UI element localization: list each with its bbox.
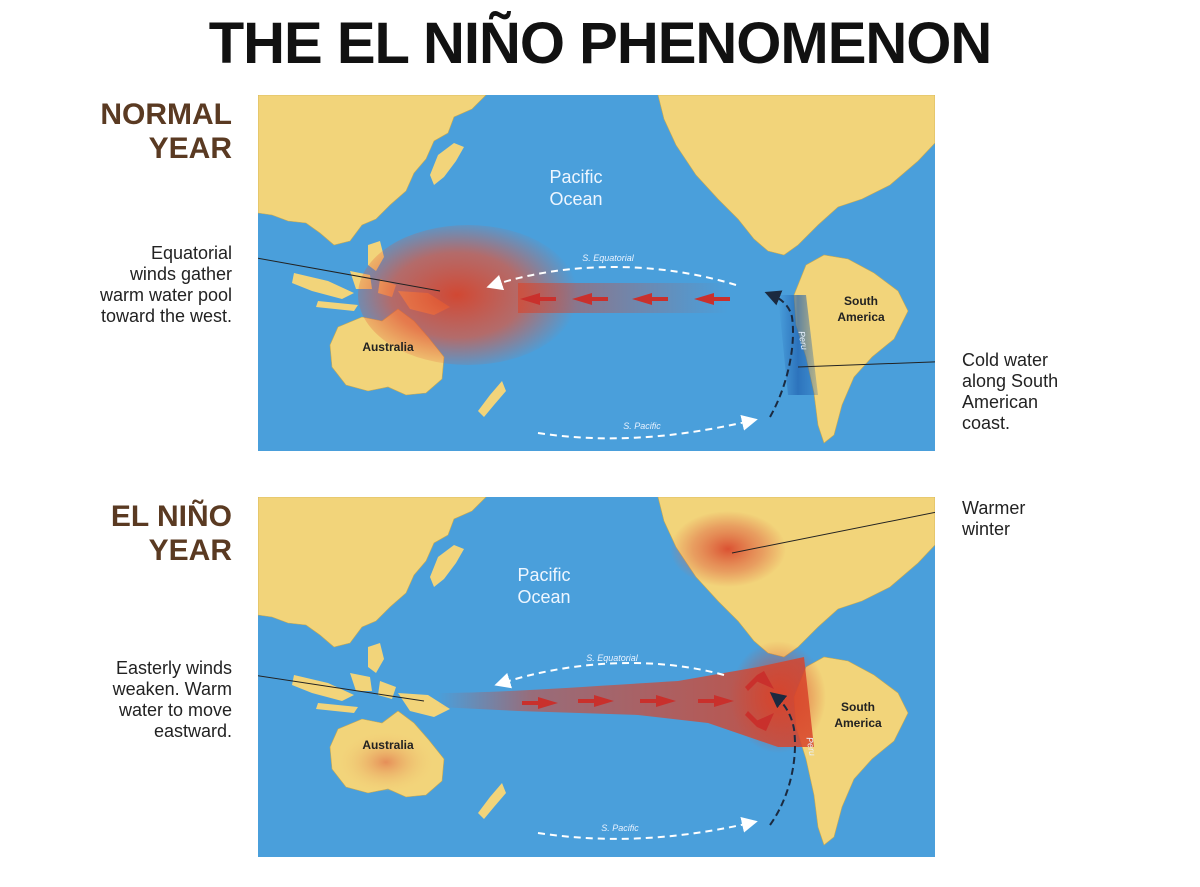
japan-island <box>430 143 464 185</box>
south-pacific-current-label: S. Pacific <box>623 421 661 431</box>
wind-arrow <box>578 695 614 707</box>
equatorial-current-label: S. Equatorial <box>586 653 639 663</box>
normal-year-label-line1: NORMAL <box>100 98 232 131</box>
normal-annotation-right: Cold water along South American coast. <box>962 350 1162 434</box>
elnino-annotation-left-line: eastward. <box>153 721 232 741</box>
normal-right-leader-line <box>797 361 935 368</box>
normal-annotation-left-line: winds gather <box>129 264 232 284</box>
normal-annotation-left-line: toward the west. <box>100 306 232 326</box>
elnino-annotation-right-line: Warmer <box>962 498 1026 518</box>
normal-annotation-right-line: coast. <box>962 413 1011 433</box>
north-america-landmass <box>657 95 935 256</box>
normal-annotation-left: Equatorial winds gather warm water pool … <box>40 243 232 327</box>
elnino-year-map-svg: Pacific Ocean S. Equatorial S. Pacific P… <box>258 497 935 857</box>
normal-left-leader-line <box>258 257 441 292</box>
asia-landmass <box>258 497 487 648</box>
south-pacific-current-arrow <box>537 414 758 440</box>
elnino-year-label-line2: YEAR <box>148 534 232 567</box>
japan-island <box>430 545 464 587</box>
wind-arrow <box>632 293 668 305</box>
indonesia-islands <box>292 673 396 713</box>
wind-arrow <box>640 695 676 707</box>
peru-current-label: Peru <box>796 330 809 350</box>
australia-warm-spot <box>336 727 436 791</box>
page-title: THE EL NIÑO PHENOMENON <box>208 11 993 76</box>
warmer-winter-zone <box>670 511 786 587</box>
peru-current-arrow <box>769 691 796 826</box>
pacific-ocean-label-line2: Ocean <box>549 189 602 209</box>
elnino-year-label: EL NIÑO YEAR <box>60 500 232 568</box>
elnino-annotation-right: Warmer winter <box>962 498 1162 540</box>
south-america-label-line1: South <box>844 294 878 308</box>
normal-annotation-right-line: Cold water <box>962 350 1049 370</box>
elnino-annotation-right-line: winter <box>962 519 1011 539</box>
new-zealand-island <box>478 381 506 417</box>
philippines-island <box>368 643 384 673</box>
peru-current-label: Peru <box>804 736 817 756</box>
south-pacific-current-arrow <box>537 816 758 840</box>
pacific-ocean-label-line1: Pacific <box>549 167 602 187</box>
normal-annotation-left-line: warm water pool <box>99 285 232 305</box>
normal-year-map: Pacific Ocean S. Equatorial S. Pacific P… <box>258 95 935 451</box>
australia-label: Australia <box>362 340 414 354</box>
australia-label: Australia <box>362 738 414 752</box>
south-america-label-line1: South <box>841 700 875 714</box>
wind-arrow <box>698 695 734 707</box>
equatorial-current-label: S. Equatorial <box>582 253 635 263</box>
asia-landmass <box>258 95 487 246</box>
westward-wind-arrows <box>520 293 730 305</box>
elnino-annotation-left: Easterly winds weaken. Warm water to mov… <box>40 658 232 742</box>
elnino-annotation-left-line: water to move <box>118 700 232 720</box>
elnino-year-map: Pacific Ocean S. Equatorial S. Pacific P… <box>258 497 935 857</box>
south-pacific-current-label: S. Pacific <box>601 823 639 833</box>
elnino-left-leader-line <box>258 675 425 702</box>
equatorial-current-arrow <box>486 266 737 291</box>
eastward-wind-arrows <box>522 671 774 731</box>
wind-arrow <box>520 293 556 305</box>
elnino-right-leader-line <box>731 511 935 554</box>
normal-year-label: NORMAL YEAR <box>60 98 232 166</box>
warm-water-band <box>438 657 814 747</box>
wind-arrow <box>745 711 774 731</box>
normal-annotation-right-line: American <box>962 392 1039 412</box>
elnino-annotation-left-line: weaken. Warm <box>112 679 232 699</box>
normal-annotation-left-line: Equatorial <box>150 243 232 263</box>
new-zealand-island <box>478 783 506 819</box>
wind-arrow <box>745 671 774 691</box>
south-america-label-line2: America <box>837 310 885 324</box>
elnino-year-label-line1: EL NIÑO <box>110 500 232 533</box>
warm-water-pool <box>358 225 578 365</box>
wind-arrow <box>522 697 558 709</box>
normal-annotation-right-line: along South <box>962 371 1059 391</box>
wind-arrow <box>694 293 730 305</box>
pacific-ocean-label-line2: Ocean <box>517 587 570 607</box>
peru-current-arrow <box>764 290 795 418</box>
south-america-label-line2: America <box>834 716 882 730</box>
elnino-annotation-left-line: Easterly winds <box>115 658 232 678</box>
normal-year-map-svg: Pacific Ocean S. Equatorial S. Pacific P… <box>258 95 935 451</box>
equatorial-current-arrow <box>494 662 725 689</box>
pacific-ocean-label-line1: Pacific <box>517 565 570 585</box>
wind-arrow <box>572 293 608 305</box>
normal-year-label-line2: YEAR <box>148 132 232 165</box>
